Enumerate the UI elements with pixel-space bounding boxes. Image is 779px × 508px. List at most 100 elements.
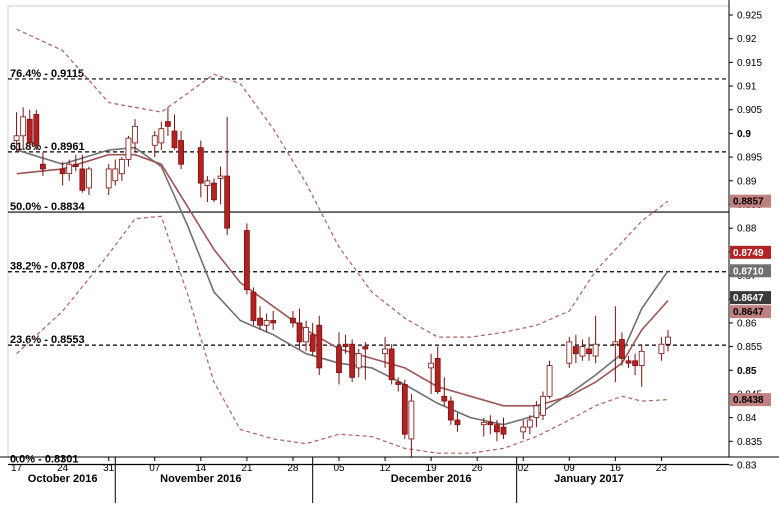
plot-border — [7, 5, 730, 458]
candle-down — [296, 322, 303, 343]
candle-down — [270, 320, 277, 324]
candle-down — [362, 346, 369, 350]
candle-down — [309, 334, 316, 352]
candle-up — [125, 137, 132, 160]
x-tick-label: 19 — [426, 463, 438, 474]
price-tag-label: 0.8438 — [733, 395, 764, 406]
x-tick-label: 05 — [333, 463, 345, 474]
candle-up — [303, 327, 310, 343]
x-tick-label: 23 — [656, 463, 668, 474]
candle-down — [26, 118, 33, 144]
candle-down — [586, 348, 592, 355]
candle-down — [619, 339, 625, 359]
y-tick-label: 0.92 — [737, 34, 757, 45]
candle-down — [59, 168, 66, 175]
y-tick-label: 0.83 — [737, 461, 757, 472]
month-label: November 2016 — [160, 473, 241, 485]
candle-up — [13, 135, 20, 141]
candle-up — [579, 346, 586, 357]
x-tick-label: 24 — [57, 463, 69, 474]
fib-label: 23.6% - 0.8553 — [10, 334, 85, 346]
x-tick-label: 09 — [564, 463, 576, 474]
x-tick-label: 17 — [11, 463, 23, 474]
x-tick-label: 12 — [379, 463, 391, 474]
candle-down — [454, 419, 461, 426]
candle-down — [349, 343, 356, 378]
candlesticks — [13, 107, 671, 458]
candle-down — [487, 421, 494, 426]
band-upper-line — [16, 28, 669, 338]
candle-up — [118, 159, 125, 175]
x-tick-label: 16 — [610, 463, 622, 474]
candle-up — [658, 343, 665, 355]
fib-label: 61.8% - 0.8961 — [10, 141, 85, 153]
price-tag — [730, 305, 771, 319]
candle-down — [250, 291, 257, 321]
fib-label: 50.0% - 0.8834 — [10, 201, 85, 213]
candle-up — [382, 348, 388, 355]
candle-up — [408, 400, 415, 440]
candle-down — [500, 426, 507, 435]
candle-down — [625, 360, 632, 364]
y-tick-label: 0.835 — [737, 437, 762, 448]
price-tag-label: 0.8749 — [733, 248, 764, 259]
candle-down — [632, 360, 638, 366]
candle-up — [158, 128, 165, 144]
price-tag — [730, 245, 771, 259]
candle-up — [480, 421, 487, 426]
y-tick-label: 0.91 — [737, 82, 757, 93]
y-tick-label: 0.88 — [737, 224, 757, 235]
y-tick-label: 0.905 — [737, 105, 762, 116]
candle-up — [217, 175, 224, 179]
x-tick-label: 14 — [195, 463, 207, 474]
candle-down — [211, 182, 217, 201]
price-tag — [730, 291, 771, 305]
y-tick-label: 0.915 — [737, 58, 762, 69]
y-tick-label: 0.9 — [737, 129, 751, 140]
candle-up — [520, 426, 527, 433]
candle-up — [20, 116, 27, 137]
candle-up — [132, 125, 138, 144]
y-tick-label: 0.855 — [737, 342, 762, 353]
x-tick-label: 28 — [287, 463, 299, 474]
candle-down — [40, 163, 46, 170]
candle-up — [592, 343, 599, 357]
candle-down — [395, 381, 402, 385]
candle-up — [546, 365, 553, 397]
candle-down — [197, 147, 204, 184]
candle-up — [112, 168, 119, 182]
month-label: October 2016 — [28, 473, 98, 485]
fib-label: 76.4% - 0.9115 — [10, 68, 84, 80]
candle-up — [105, 168, 112, 189]
indicator-lines — [16, 28, 669, 454]
x-tick-label: 31 — [103, 463, 115, 474]
candle-down — [342, 343, 349, 347]
candle-up — [66, 163, 73, 175]
price-tag — [730, 393, 771, 407]
candle-down — [290, 317, 296, 324]
candle-up — [638, 350, 645, 366]
price-tag — [730, 264, 771, 278]
candle-down — [447, 400, 454, 421]
y-tick-label: 0.84 — [737, 413, 757, 424]
candle-down — [434, 358, 441, 392]
y-tick-label: 0.89 — [737, 176, 757, 187]
price-tag-label: 0.8647 — [733, 293, 764, 304]
price-tag-label: 0.8710 — [733, 266, 764, 277]
y-tick-label: 0.85 — [737, 366, 757, 377]
candle-up — [151, 135, 158, 146]
y-tick-label: 0.895 — [737, 153, 762, 164]
candle-down — [165, 121, 171, 127]
x-axis: 17 24 31 07 14 21 28 05 12 19 26 02 09 16 23 October 20… — [11, 457, 667, 503]
candle-up — [612, 341, 619, 345]
candle-up — [533, 405, 540, 419]
y-tick-label: 0.925 — [737, 11, 762, 22]
x-tick-label: 02 — [518, 463, 530, 474]
candle-down — [79, 168, 86, 191]
candle-down — [257, 317, 263, 326]
ma-fast-line — [16, 146, 669, 426]
candle-up — [526, 419, 533, 428]
candle-up — [204, 180, 211, 186]
candle-down — [316, 324, 323, 369]
